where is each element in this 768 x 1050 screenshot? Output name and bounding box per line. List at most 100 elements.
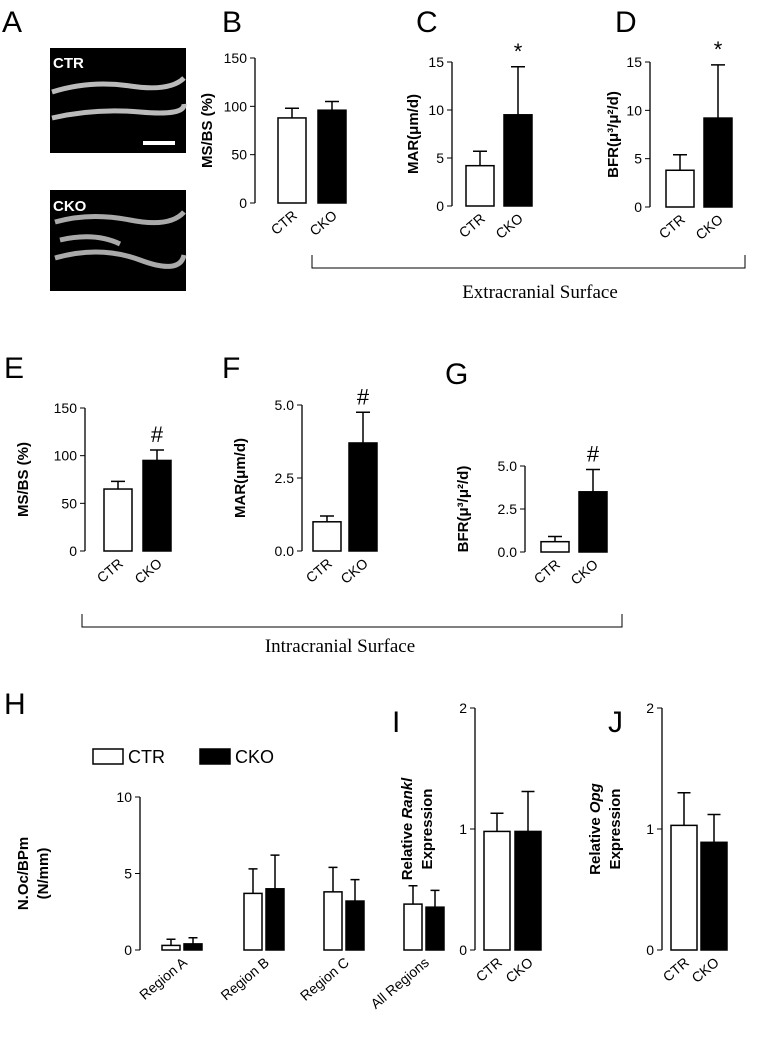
- y-axis-label: BFR(μ³/μ²/d): [605, 91, 622, 178]
- x-tick-label: Region A: [136, 954, 190, 1003]
- bar: [103, 488, 133, 552]
- y-tick-label: 0: [436, 198, 444, 214]
- y-tick-label: 2: [459, 700, 467, 716]
- bar: [514, 830, 542, 951]
- error-bar: [328, 866, 338, 892]
- x-tick-label: CTR: [303, 555, 335, 586]
- bar: [312, 521, 342, 552]
- error-bar: [408, 884, 418, 905]
- panel-letter: I: [392, 706, 400, 739]
- annotation: #: [151, 422, 164, 447]
- y-tick-label: 2: [646, 700, 654, 716]
- panel-letter: E: [4, 352, 24, 385]
- error-bar: [188, 937, 198, 944]
- y-tick-label: 5: [436, 150, 444, 166]
- y-tick-label: 100: [54, 448, 78, 464]
- bar: [345, 900, 365, 951]
- y-tick-label: 50: [231, 147, 247, 163]
- bar: [670, 824, 698, 951]
- tissue: [54, 210, 187, 269]
- y-tick-label: 15: [626, 54, 642, 70]
- x-tick-label: CTR: [531, 556, 563, 587]
- bar: [161, 944, 181, 951]
- x-tick-label: CKO: [131, 555, 165, 587]
- x-tick-label: Region B: [218, 954, 272, 1003]
- y-axis-label-part: Expression: [607, 789, 624, 870]
- image-label: CKO: [53, 198, 87, 215]
- y-axis-label-part: Opg: [587, 783, 604, 813]
- panel-letter: B: [222, 6, 242, 39]
- y-tick-label: 10: [626, 102, 642, 118]
- y-axis-label-part: (N/mm): [35, 848, 52, 900]
- x-tick-label: CKO: [337, 555, 371, 587]
- bar: [703, 117, 733, 208]
- panel-letter: A: [2, 6, 22, 39]
- bar: [265, 888, 285, 951]
- error-bar: [350, 878, 360, 902]
- y-axis-label: MS/BS (%): [199, 93, 216, 168]
- micrograph: [50, 48, 186, 153]
- error-bar: [707, 813, 721, 843]
- y-tick-label: 1: [646, 821, 654, 837]
- y-tick-label: 0: [69, 543, 77, 559]
- image-label: CTR: [53, 55, 84, 72]
- x-tick-label: CTR: [473, 954, 505, 985]
- y-tick-label: 1: [459, 821, 467, 837]
- error-bar: [356, 411, 370, 443]
- bracket: Extracranial Surface Intracranial Surfac…: [81, 255, 746, 657]
- error-bar: [270, 854, 280, 889]
- y-tick-label: 5.0: [275, 397, 295, 413]
- y-tick-label: 10: [428, 102, 444, 118]
- error-bar: [430, 889, 440, 908]
- x-tick-label: CKO: [492, 210, 526, 242]
- bar: [700, 841, 728, 951]
- x-tick-label: All Regions: [367, 954, 432, 1012]
- y-tick-label: 150: [54, 400, 78, 416]
- x-tick-label: CTR: [94, 555, 126, 586]
- bar: [540, 540, 570, 553]
- panel-letter: F: [222, 352, 240, 385]
- bar: [142, 459, 172, 552]
- y-tick-label: 0: [124, 942, 132, 958]
- error-bar: [166, 938, 176, 946]
- bar: [323, 891, 343, 951]
- x-tick-label: CTR: [456, 210, 488, 241]
- y-axis-label: MAR(μm/d): [232, 438, 249, 518]
- y-tick-label: 0: [646, 942, 654, 958]
- bar: [465, 164, 495, 207]
- panel-letter: G: [445, 358, 468, 391]
- x-tick-label: CKO: [567, 556, 601, 588]
- y-tick-label: 10: [116, 789, 132, 805]
- legend-label: CKO: [235, 747, 274, 767]
- y-axis-label: Relative Rankl: [399, 777, 416, 880]
- legend-swatch: [199, 748, 231, 765]
- y-tick-label: 0.0: [498, 544, 518, 560]
- bar: [578, 491, 608, 553]
- panel-letter: C: [416, 6, 438, 39]
- bar: [665, 169, 695, 208]
- y-tick-label: 0.0: [275, 543, 295, 559]
- tissue: [51, 76, 187, 121]
- bracket-line: [81, 614, 623, 628]
- error-bar: [673, 154, 687, 171]
- error-bar: [490, 812, 504, 832]
- x-tick-label: CTR: [660, 954, 692, 985]
- bracket-line: [311, 255, 746, 269]
- y-axis-label-part: Relative: [399, 819, 416, 881]
- error-bar: [473, 150, 487, 166]
- error-bar: [150, 449, 164, 461]
- panel-letter: H: [4, 688, 26, 721]
- y-axis-label: Expression: [607, 789, 624, 870]
- legend-label: CTR: [128, 747, 165, 767]
- x-tick-label: CKO: [502, 954, 536, 986]
- x-tick-label: Region C: [297, 954, 352, 1004]
- annotation: *: [714, 37, 723, 62]
- y-axis-label: (N/mm): [35, 848, 52, 900]
- y-tick-label: 0: [239, 195, 247, 211]
- error-bar: [548, 535, 562, 542]
- bar: [243, 892, 263, 951]
- x-tick-label: CKO: [692, 211, 726, 243]
- bar: [183, 943, 203, 951]
